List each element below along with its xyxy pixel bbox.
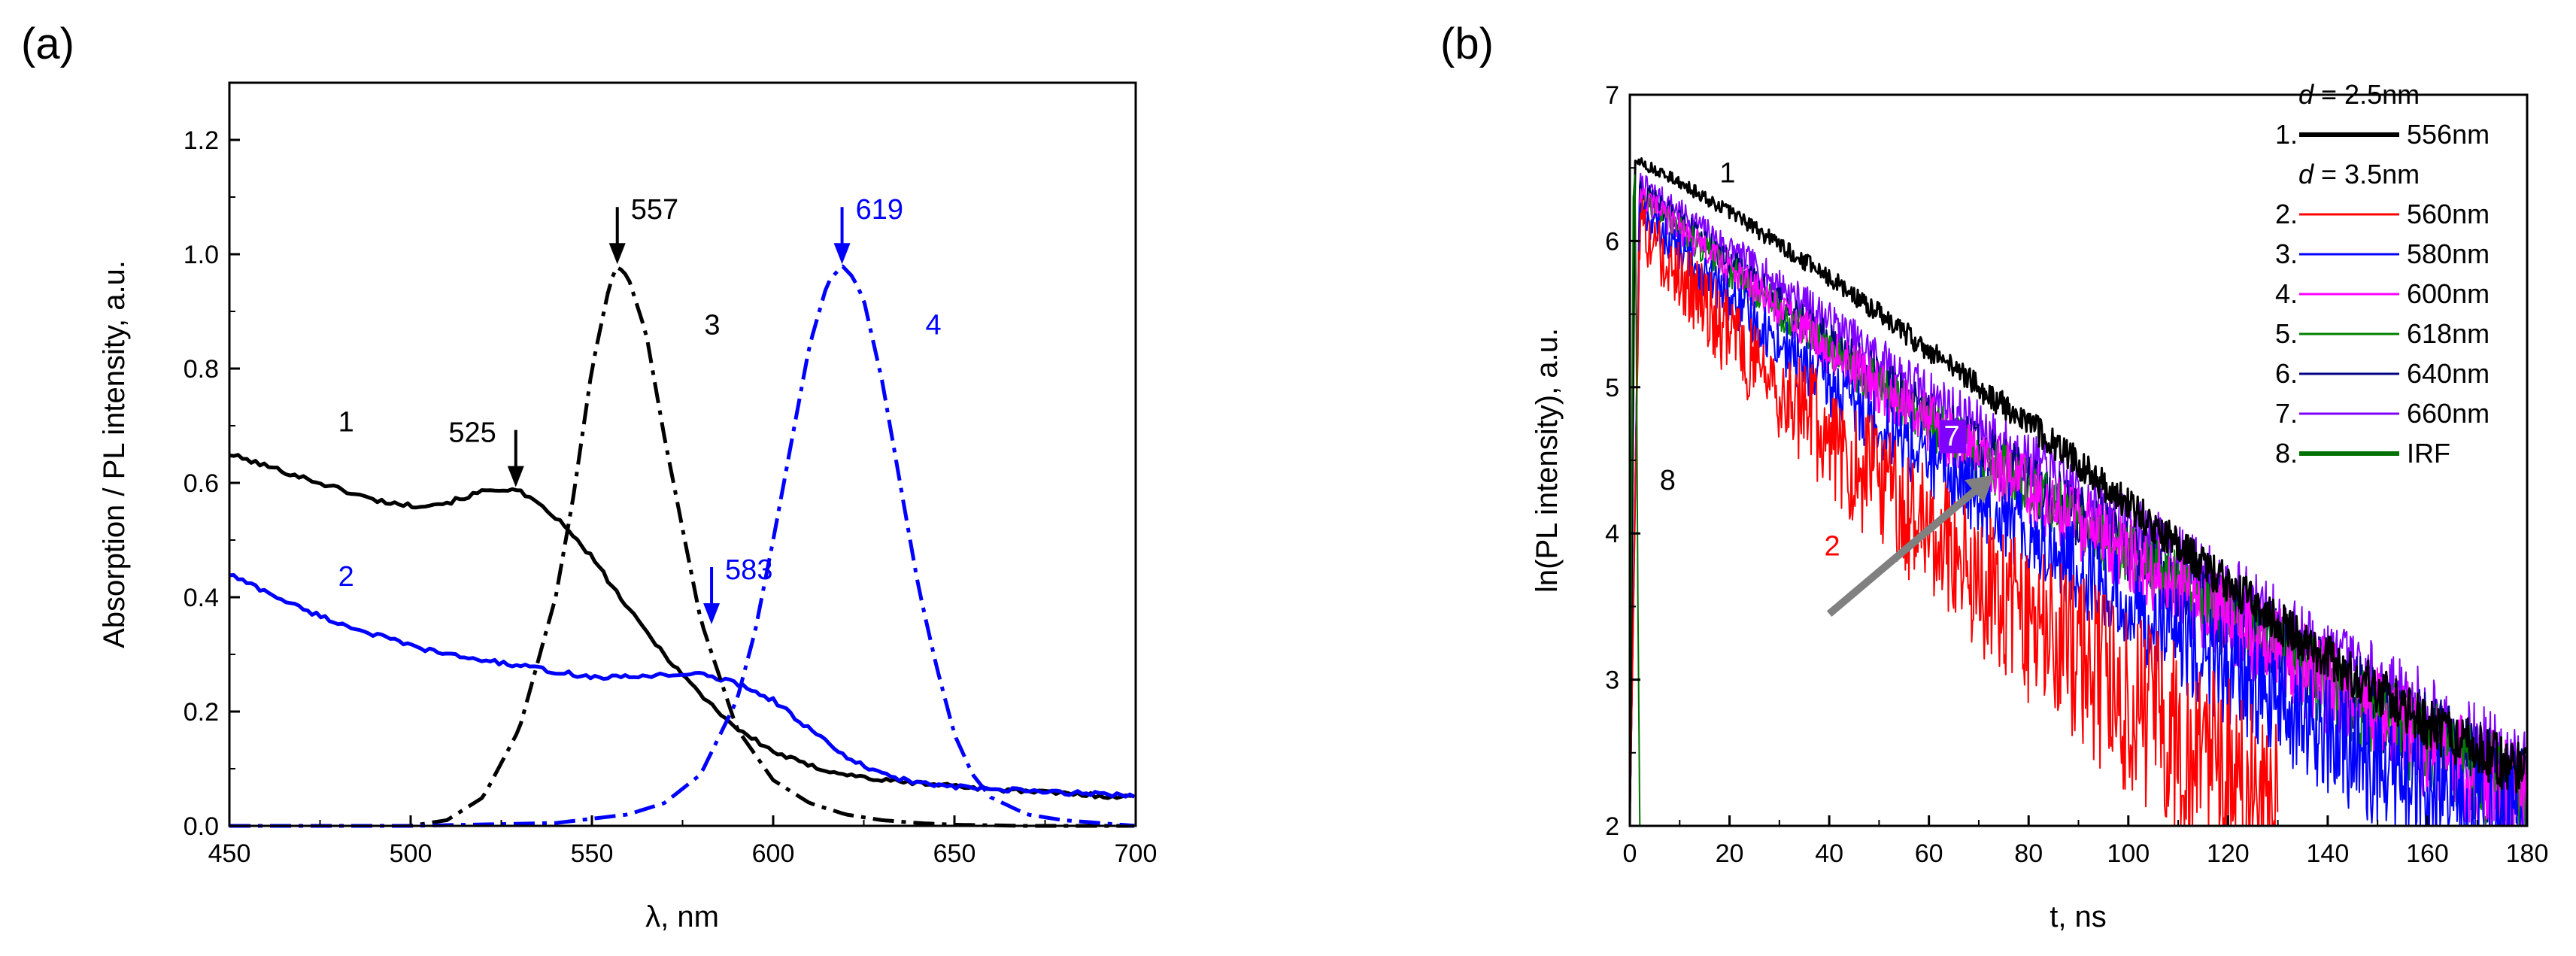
panel-b-axes: 0 20 40 60 80 100 120 140 160 180 2 3 4 5 6 7 [1605,81,2548,868]
panel-a-series-4-line [229,264,1135,828]
panel-a-x-tick-label: 700 [1115,839,1158,868]
panel-b-legend-item-number: 3. [2275,238,2298,269]
panel-a-y-axis-title: Absorption / PL intensity, a.u. [98,260,131,648]
panel-a-peak-arrow-head [833,243,851,265]
panel-b-legend-item-label: 618nm [2407,318,2490,349]
panel-b-x-tick-label: 160 [2406,839,2449,868]
panel-b-series-3-line [1629,202,2528,827]
panel-a-peak-arrow-head [507,466,524,487]
panel-b-legend-item-number: 4. [2275,278,2298,309]
panel-b-y-tick-label: 6 [1605,227,1619,256]
panel-b-x-tick-label: 40 [1815,839,1843,868]
panel-b-legend-item-label: 560nm [2407,199,2490,229]
panel-b-tag: (b) [1440,20,1494,68]
panel-a-series-3-line [229,266,1135,828]
panel-a-annotations: 557 619 525 583 1 2 3 4 [338,194,942,624]
panel-b-legend-item-number: 5. [2275,318,2298,349]
panel-b-legend-item-number: 1. [2275,119,2298,150]
panel-b-y-tick-label: 4 [1605,520,1619,548]
panel-b-x-axis-title: t, ns [2050,900,2107,933]
panel-a-y-tick-label: 0.8 [184,355,219,384]
panel-a-peak-arrow-head [608,243,626,265]
panel-b-series-1-line [1628,157,2529,827]
panel-a-x-tick-label: 450 [208,839,251,868]
panel-a-y-tick-label: 0.0 [184,812,219,841]
panel-b-y-tick-label: 2 [1605,812,1619,841]
panel-a-y-tick-label: 0.4 [184,584,219,612]
panel-a-series-group [229,264,1136,828]
panel-a: (a) 557 619 525 583 1 2 3 4 450 500 550 600 650 700 0… [21,20,1157,933]
panel-b-legend-group-header: d = 2.5nm [2298,79,2420,110]
panel-b-x-tick-label: 0 [1623,839,1637,868]
panel-a-curve-label: 4 [925,309,941,341]
panel-b-y-tick-label: 3 [1605,666,1619,695]
panel-b-annotations: 1 2 7 8 [1660,158,1994,617]
panel-b-curve-label: 2 [1824,530,1840,562]
panel-b-x-tick-label: 80 [2014,839,2043,868]
panel-b-curve-label: 8 [1660,465,1676,496]
panel-b-x-tick-label: 180 [2506,839,2549,868]
panel-b-legend-item-number: 8. [2275,438,2298,469]
panel-a-tag: (a) [21,20,74,68]
panel-a-series-1-line [229,453,1135,800]
panel-b-y-tick-label: 7 [1605,81,1619,110]
panel-b-series-group [1628,157,2529,827]
panel-b-legend-item-label: IRF [2407,438,2450,469]
panel-b-trend-arrow-head [1964,475,1994,503]
panel-a-x-tick-label: 600 [752,839,795,868]
panel-b-legend-item-label: 556nm [2407,119,2490,150]
panel-a-peak-label: 525 [448,417,496,449]
panel-b-curve-label: 1 [1719,158,1735,190]
panel-b-x-tick-label: 140 [2307,839,2350,868]
panel-a-x-tick-label: 500 [390,839,432,868]
panel-a-peak-arrow-head [703,603,721,624]
panel-a-curve-label: 1 [338,407,354,439]
panel-b-label-7-background [1939,420,1967,454]
panel-a-peak-label: 619 [856,194,903,226]
panel-b-legend-item-label: 580nm [2407,238,2490,269]
panel-b-trend-arrow-shaft [1826,488,1977,617]
panel-a-y-tick-label: 1.2 [184,126,219,155]
panel-a-peak-label: 583 [725,554,772,586]
panel-a-plot-frame [228,81,1137,827]
panel-a-peak-label: 557 [631,194,678,226]
panel-b-series-2-line [1629,199,2279,827]
panel-b-legend-item-label: 660nm [2407,398,2490,429]
panel-a-series-2-line [229,573,1136,799]
panel-a-curve-label: 2 [338,561,354,593]
panel-a-x-tick-label: 550 [571,839,614,868]
panel-a-y-tick-label: 1.0 [184,241,219,269]
panel-a-x-axis-title: λ, nm [645,900,719,933]
panel-b-series-8-line [1629,174,1641,827]
panel-b-legend-item-number: 2. [2275,199,2298,229]
panel-a-y-tick-label: 0.6 [184,469,219,498]
panel-a-axes: 450 500 550 600 650 700 0.0 0.2 0.4 0.6 0.8 1.0 1.2 [184,126,1158,868]
panel-b-legend-item-label: 640nm [2407,358,2490,389]
panel-a-curve-label: 3 [704,309,720,341]
panel-b-series-4-line [1629,187,2528,827]
panel-b-legend-item-number: 7. [2275,398,2298,429]
panel-b-y-tick-label: 5 [1605,374,1619,402]
panel-b-legend-group-header: d = 3.5nm [2298,159,2420,190]
panel-b-x-tick-label: 60 [1915,839,1943,868]
panel-b-curve-label: 7 [1944,421,1960,453]
panel-b-legend-item-label: 600nm [2407,278,2490,309]
panel-b-x-tick-label: 20 [1716,839,1744,868]
panel-a-x-tick-label: 650 [933,839,976,868]
panel-b-x-tick-label: 100 [2107,839,2150,868]
panel-b-legend-item-number: 6. [2275,358,2298,389]
panel-b-y-axis-title: ln(PL intensity), a.u. [1531,328,1564,593]
panel-b-x-tick-label: 120 [2207,839,2250,868]
panel-a-y-tick-label: 0.2 [184,698,219,727]
